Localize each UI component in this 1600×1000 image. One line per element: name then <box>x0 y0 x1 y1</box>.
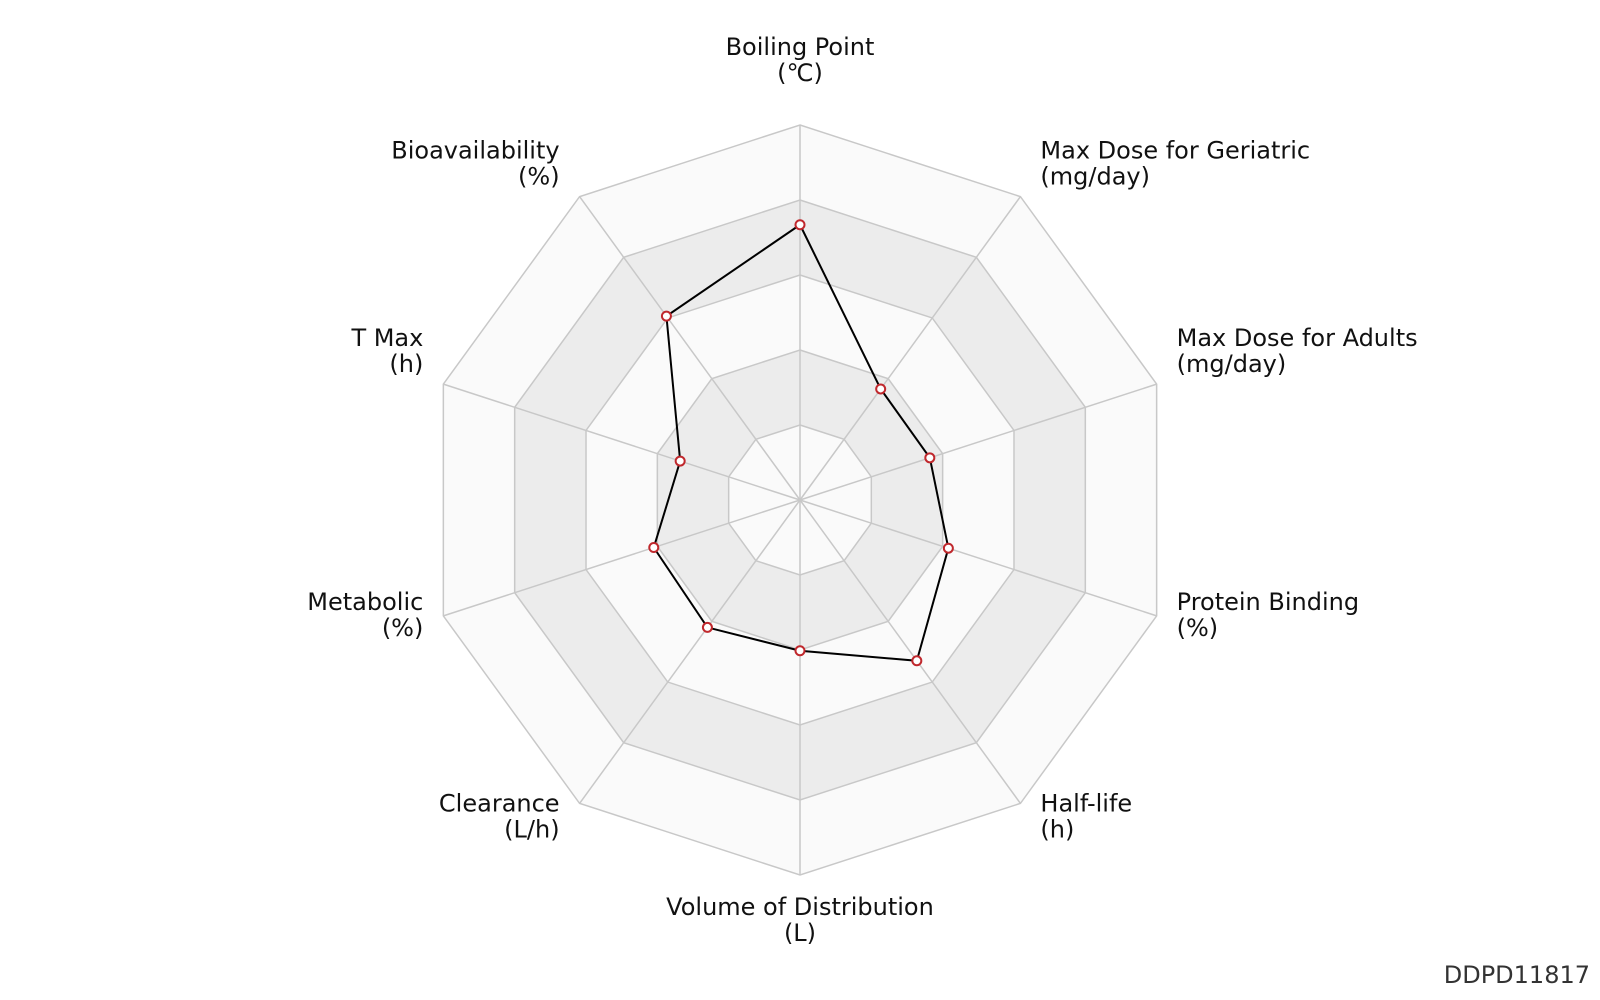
axis-unit: (mg/day) <box>1040 163 1150 191</box>
axis-line <box>799 196 1022 501</box>
axis-unit: (h) <box>1040 815 1074 843</box>
data-point <box>924 452 936 464</box>
axis-label: Max Dose for Adults <box>1177 324 1418 352</box>
data-point <box>674 455 686 467</box>
axis-label: Half-life <box>1040 789 1132 817</box>
axis-line <box>443 383 801 501</box>
watermark: DDPD11817 <box>1444 961 1590 989</box>
data-point <box>794 645 806 657</box>
axis-line <box>799 383 1157 501</box>
axis-label: Protein Binding <box>1177 588 1359 616</box>
axis-unit: (%) <box>518 163 560 191</box>
axis-label: T Max <box>350 324 423 352</box>
data-point <box>660 310 672 322</box>
axis-unit: (mg/day) <box>1177 350 1287 378</box>
axis-line <box>443 499 801 617</box>
data-point <box>942 542 954 554</box>
axis-unit: (L) <box>784 919 816 947</box>
axis-unit: (%) <box>1177 614 1219 642</box>
axis-line <box>578 196 801 501</box>
data-point <box>701 621 713 633</box>
axis-label: Volume of Distribution <box>666 893 934 921</box>
axis-label: Clearance <box>439 789 560 817</box>
axis-line <box>799 499 1157 617</box>
axis-unit: (L/h) <box>504 815 559 843</box>
axis-label: Max Dose for Geriatric <box>1040 137 1310 165</box>
axis-line <box>578 499 801 804</box>
data-point <box>648 542 660 554</box>
axis-label: Boiling Point <box>726 33 875 61</box>
axis-unit: (%) <box>382 614 424 642</box>
axis-label: Metabolic <box>307 588 423 616</box>
axis-unit: (h) <box>389 350 423 378</box>
axis-unit: (℃) <box>777 59 823 87</box>
data-point <box>911 655 923 667</box>
axis-line <box>799 499 1022 804</box>
data-point <box>875 383 887 395</box>
axis-label: Bioavailability <box>391 137 559 165</box>
data-point <box>794 219 806 231</box>
